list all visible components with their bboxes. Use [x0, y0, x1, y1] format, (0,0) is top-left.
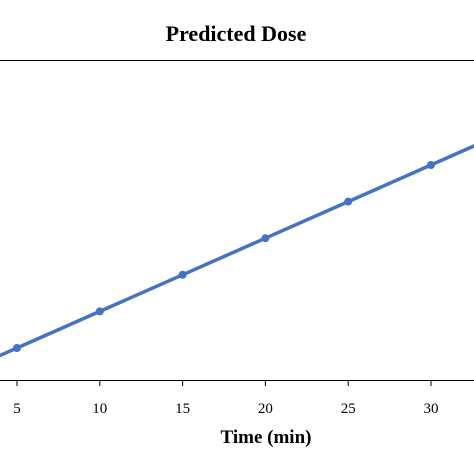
x-axis-tick-labels: 5 10 15 20 25 30 [13, 401, 438, 417]
x-tick-label: 15 [175, 401, 190, 417]
chart-title: Predicted Dose [166, 21, 307, 46]
x-tick-label: 30 [424, 401, 439, 417]
data-point [95, 307, 104, 316]
x-axis-ticks [16, 380, 432, 386]
x-axis-label: Time (min) [221, 427, 312, 448]
data-point [178, 270, 187, 279]
x-tick-label: 20 [258, 401, 273, 417]
x-tick-label: 10 [92, 401, 107, 417]
series-layer [0, 144, 474, 358]
series-line [0, 144, 474, 358]
x-tick-label: 5 [13, 401, 21, 417]
data-point [344, 197, 353, 206]
data-point [13, 344, 21, 352]
data-point [427, 161, 435, 169]
x-tick-label: 25 [341, 401, 356, 417]
data-point [261, 234, 270, 243]
